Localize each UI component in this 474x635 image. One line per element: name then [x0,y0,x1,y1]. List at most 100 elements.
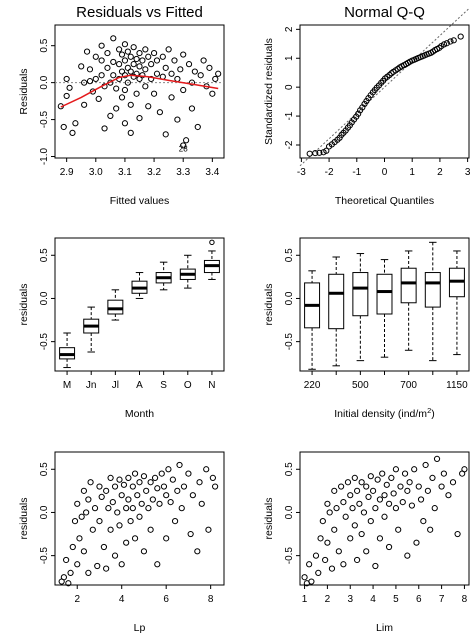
data-point [142,66,149,73]
box-iqr [107,299,124,315]
data-point [111,483,119,490]
data-point [145,103,152,110]
box-5 [179,254,196,289]
data-point [177,66,184,73]
data-point [92,53,99,60]
data-point [60,574,67,581]
data-point [150,49,158,57]
data-point [140,548,148,555]
data-point [109,498,116,506]
data-point [124,64,131,71]
x-tick-label: 220 [304,380,321,391]
data-point [385,543,393,551]
data-point [154,485,161,492]
x-tick-label: 3.4 [205,167,219,178]
data-point [209,90,216,97]
panel-p4: -0.5 0.0 0.5 residuals 220 500 700 1150 Initial … [263,237,470,420]
data-point [92,75,99,83]
data-point [91,505,99,512]
data-point [344,479,352,486]
data-point [110,58,117,66]
data-point [340,498,347,506]
data-point [404,487,411,494]
data-point [118,94,126,101]
data-point [399,498,406,506]
y-tick-label: 0.5 [39,38,50,52]
y-axis-label: residuals [263,497,275,539]
data-point [417,496,425,503]
data-point [200,57,207,64]
data-point [104,64,111,71]
y-tick-label: -0.5 [39,333,50,351]
data-point [372,505,379,512]
data-point [312,149,319,157]
data-point [431,505,438,512]
x-tick-label: 2 [325,594,331,605]
data-point [107,112,114,119]
data-point [129,483,136,490]
data-point [413,539,420,546]
data-point [158,470,165,477]
smooth-trend-line [60,74,219,108]
data-point [189,492,196,499]
data-point [185,470,192,477]
data-point [63,556,70,564]
box-3 [131,272,148,299]
x-axis-label-superscript: 2 [427,406,431,415]
y-tick-label: 0.5 [284,248,295,262]
data-point [98,72,105,79]
x-axis-label: Fitted values [110,195,170,207]
data-point [127,517,134,525]
data-point [331,487,338,494]
data-point [198,500,205,507]
x-tick-label: 700 [400,380,417,391]
y-tick-label: 0.0 [39,291,50,305]
y-tick-label: -1 [284,111,295,120]
x-tick-label: -2 [325,167,334,178]
data-point [319,517,326,525]
x-axis-label: Initial density (ind/m2) [334,406,434,420]
data-point [104,49,111,57]
data-point [191,68,198,75]
data-point [153,57,161,64]
x-tick-label: 8 [208,594,214,605]
x-tick-label: 3.0 [89,167,103,178]
data-point [69,129,76,136]
data-point [338,131,345,138]
outlier-annotation: 28 [179,145,188,154]
data-point [374,476,381,483]
data-point [150,90,158,97]
y-tick-label: -0.5 [284,547,295,565]
data-point [328,565,336,572]
data-point [121,41,129,48]
data-point [116,476,123,483]
data-point [127,101,134,108]
data-point [107,474,114,482]
data-point [116,61,123,68]
data-point [124,48,131,55]
box-iqr [400,267,417,304]
data-point [353,556,361,564]
plot-frame [299,451,470,586]
data-point [133,55,140,63]
y-tick-label: 1 [284,55,295,61]
x-tick-label: 500 [352,380,369,391]
data-point [96,483,103,490]
box-0 [304,270,321,370]
data-point [367,517,374,525]
data-point [162,131,169,138]
data-point [411,466,418,473]
data-point [326,509,333,516]
y-axis-label: residuals [18,283,30,325]
data-point [349,505,356,512]
data-point [322,556,329,564]
data-point [136,49,143,57]
data-point [461,466,468,473]
data-point [151,474,159,482]
x-axis-label: Month [125,408,154,420]
data-point [121,57,129,64]
data-point [168,70,175,77]
panel-p3: -0.5 0.0 0.5 residuals M Jn Jl A S O N Month [18,237,225,420]
y-tick-label: 2 [284,26,295,32]
data-point [163,535,170,542]
